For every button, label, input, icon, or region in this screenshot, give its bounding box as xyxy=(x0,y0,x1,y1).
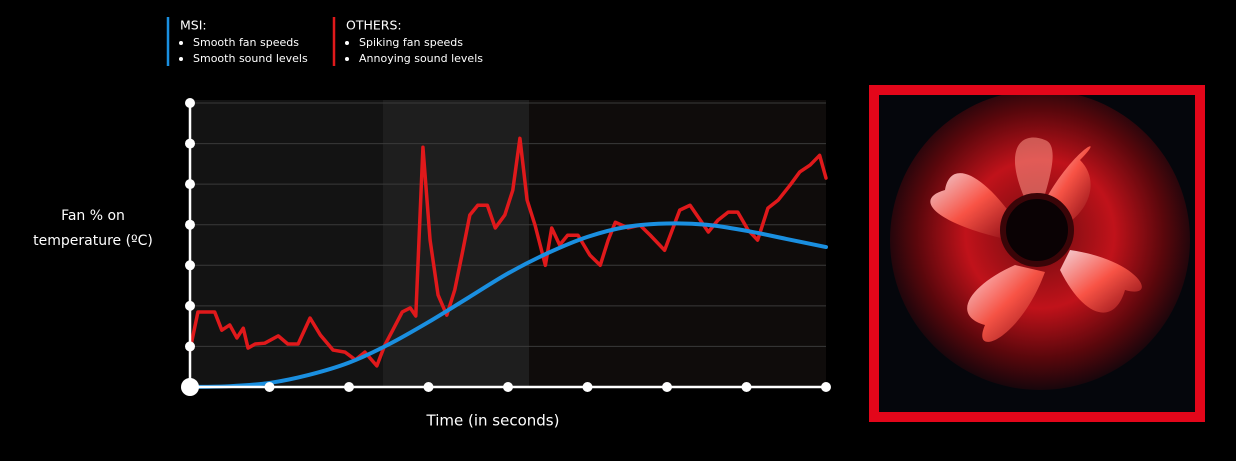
x-tick xyxy=(582,382,593,392)
plot-band xyxy=(190,100,383,387)
x-tick xyxy=(503,382,513,392)
y-tick xyxy=(185,341,195,352)
fan-image xyxy=(869,85,1205,422)
x-tick xyxy=(423,382,434,392)
x-tick xyxy=(344,382,354,392)
legend-bullet xyxy=(345,57,349,61)
legend-item: Smooth fan speeds xyxy=(193,36,299,49)
x-tick xyxy=(741,382,752,392)
x-tick xyxy=(264,382,275,392)
legend-title: MSI: xyxy=(180,18,207,33)
y-tick xyxy=(185,98,195,108)
y-tick xyxy=(185,300,195,311)
y-tick xyxy=(185,260,195,271)
legend-bullet xyxy=(179,57,183,61)
legend-item: Spiking fan speeds xyxy=(359,36,463,49)
y-tick xyxy=(185,179,195,190)
x-tick xyxy=(662,382,672,392)
y-axis-label: Fan % on xyxy=(61,208,125,224)
legend-bullet xyxy=(179,41,183,45)
legend-title: OTHERS: xyxy=(346,18,402,33)
plot-band-highlight xyxy=(383,100,529,387)
plot-band xyxy=(529,100,826,387)
legend-item: Annoying sound levels xyxy=(359,52,483,65)
y-tick xyxy=(185,138,195,149)
legend-item: Smooth sound levels xyxy=(193,52,308,65)
x-tick xyxy=(181,378,199,396)
y-axis-label: temperature (ºC) xyxy=(33,233,153,249)
legend-bullet xyxy=(345,41,349,45)
series-line xyxy=(188,221,828,389)
y-tick xyxy=(185,219,195,230)
x-tick xyxy=(821,382,831,392)
x-axis-label: Time (in seconds) xyxy=(426,412,560,430)
